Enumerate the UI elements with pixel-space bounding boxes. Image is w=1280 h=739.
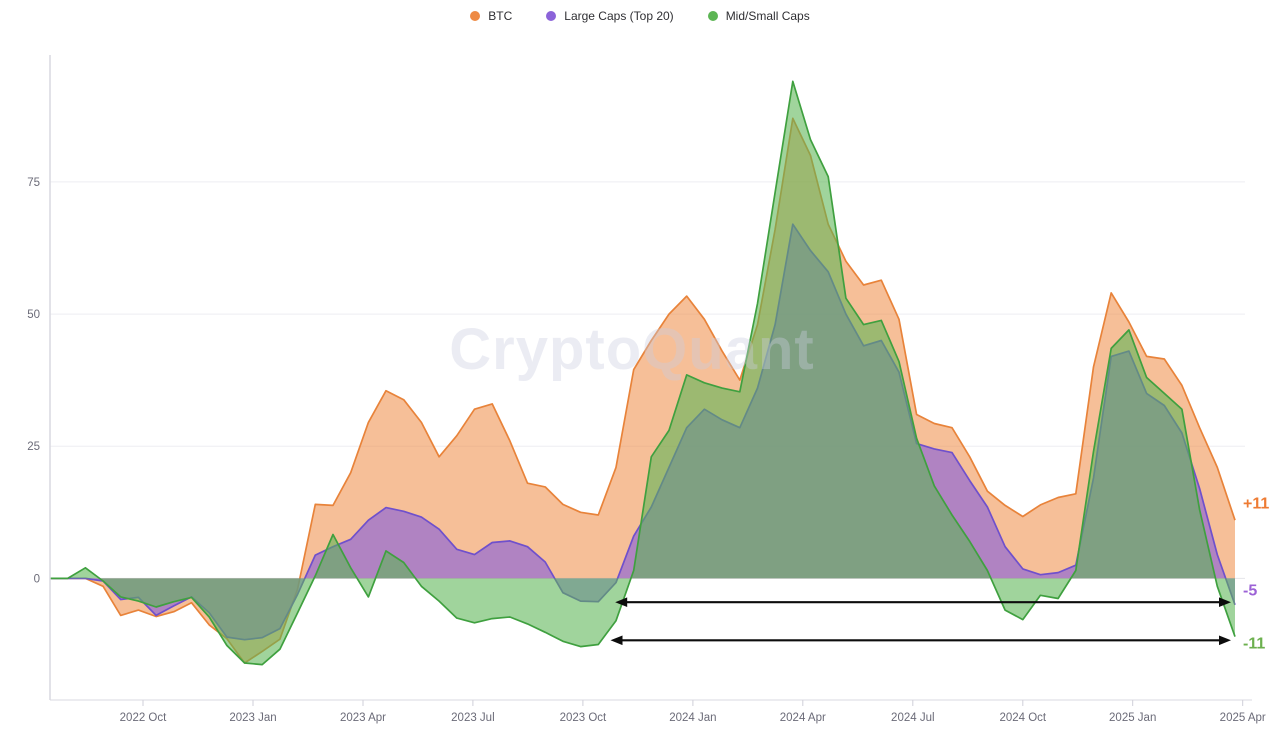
y-tick-label-25: 25 [27,441,40,453]
x-tick-label-1: 2023 Jan [229,712,276,724]
x-tick-label-3: 2023 Jul [451,712,494,724]
line-mid-small-caps [50,80,1236,666]
x-tick-label-0: 2022 Oct [120,712,167,724]
legend-dot-btc [470,11,481,21]
end-value-label-2: -11 [1243,635,1265,652]
chart-legend: BTC Large Caps (Top 20) Mid/Small Caps [0,9,1280,23]
arrow-head-left-0 [615,597,628,607]
y-tick-label-50: 50 [27,309,40,321]
x-tick-label-5: 2024 Jan [669,712,716,724]
x-tick-label-9: 2025 Jan [1109,712,1156,724]
arrow-head-right-1 [1219,635,1231,646]
legend-dot-mid-small-caps [707,11,718,21]
legend-item-mid-small-caps[interactable]: Mid/Small Caps [707,9,810,23]
y-tick-label-0: 0 [34,573,40,585]
arrow-head-left-1 [610,635,623,646]
x-tick-label-4: 2023 Oct [560,712,607,724]
area-mid-small-caps [50,81,1235,665]
legend-label-large-caps: Large Caps (Top 20) [564,9,674,23]
x-tick-label-2: 2023 Apr [340,712,386,724]
arrow-head-right-0 [1219,597,1231,607]
watermark: CryptoQuant [449,317,814,382]
legend-item-btc[interactable]: BTC [470,9,512,23]
end-value-label-1: -5 [1243,583,1257,600]
legend-label-btc: BTC [488,9,513,23]
legend-item-large-caps[interactable]: Large Caps (Top 20) [546,9,674,23]
legend-dot-large-caps [546,11,557,21]
end-value-label-0: +11 [1243,495,1269,512]
x-tick-label-10: 2025 Apr [1220,712,1266,724]
x-tick-label-8: 2024 Oct [999,712,1046,724]
legend-label-mid-small-caps: Mid/Small Caps [725,9,810,23]
x-tick-label-7: 2024 Jul [891,712,934,724]
y-tick-label-75: 75 [27,177,40,189]
x-tick-label-6: 2024 Apr [780,712,826,724]
